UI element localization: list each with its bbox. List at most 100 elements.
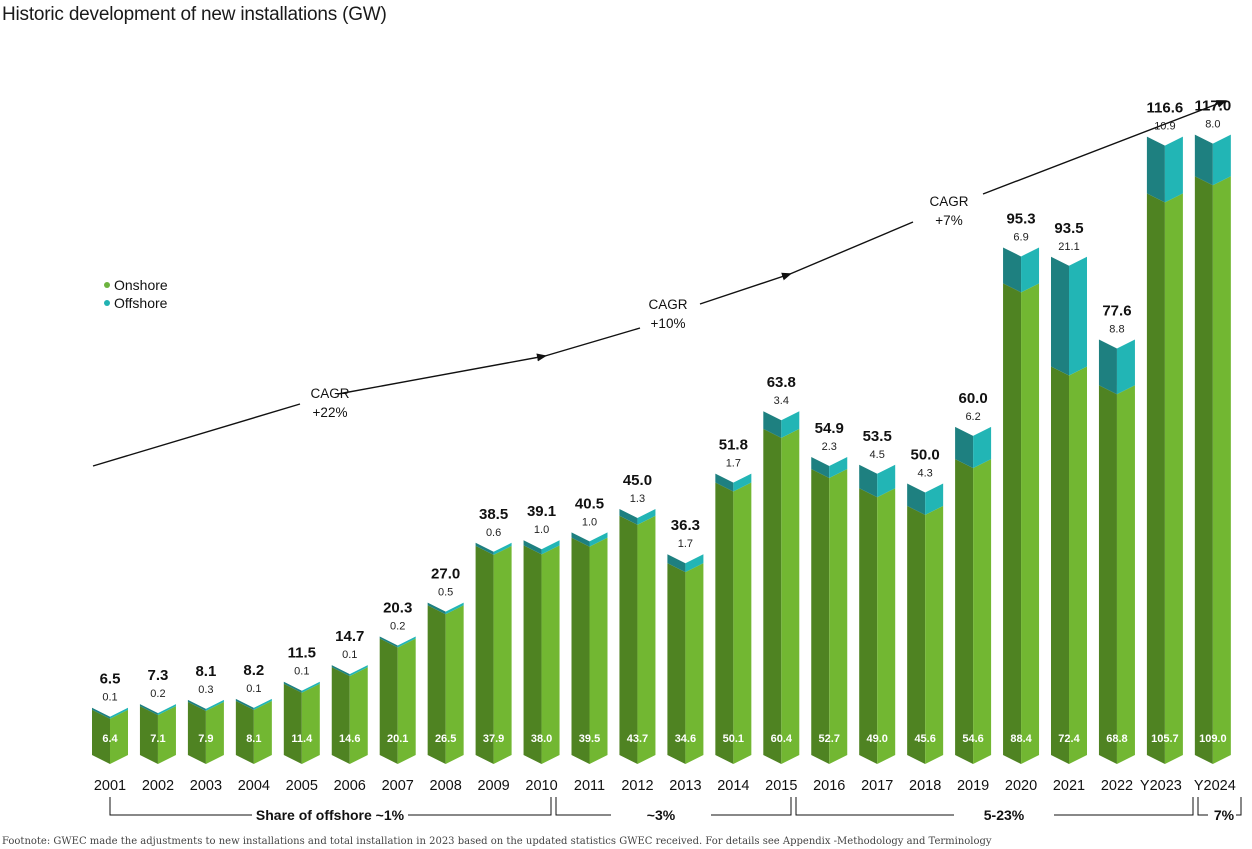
onshore-value-label: 8.1 [246, 733, 261, 745]
bar-group [427, 602, 464, 764]
offshore-bar-left [523, 540, 542, 555]
offshore-bar-right [1069, 256, 1087, 376]
total-value-label: 63.8 [767, 374, 796, 391]
bracket-left [1197, 797, 1208, 816]
onshore-value-label: 11.4 [291, 733, 313, 745]
offshore-bar-left [427, 602, 446, 615]
legend: Onshore Offshore [104, 276, 168, 312]
cagr-value-label: +7% [935, 213, 962, 228]
total-value-label: 6.5 [100, 671, 121, 688]
offshore-value-label: 6.2 [965, 411, 980, 423]
onshore-value-label: 38.0 [531, 733, 552, 745]
onshore-value-label: 34.6 [675, 733, 696, 745]
onshore-value-label: 50.1 [723, 733, 744, 745]
onshore-bar-left [235, 700, 254, 764]
onshore-value-label: 49.0 [866, 733, 887, 745]
onshore-bar-right [253, 700, 272, 764]
trend-arrow-segment [982, 100, 1227, 195]
offshore-bar-left [1194, 134, 1213, 186]
year-label: 2017 [861, 778, 893, 794]
onshore-bar-right [1164, 193, 1183, 765]
total-value-label: 14.7 [335, 628, 364, 645]
total-value-label: 38.5 [479, 506, 508, 523]
offshore-share-label: Share of offshore ~1% [256, 807, 405, 823]
trend-arrow-segment [699, 272, 792, 305]
offshore-value-label: 0.5 [438, 587, 453, 599]
onshore-bar-left [1146, 193, 1165, 765]
total-value-label: 117.0 [1194, 98, 1231, 115]
onshore-bar-right [637, 515, 656, 764]
offshore-bar-left [235, 698, 254, 710]
onshore-bar-left [619, 515, 638, 764]
onshore-value-label: 72.4 [1058, 733, 1080, 745]
onshore-value-label: 39.5 [579, 733, 600, 745]
onshore-value-label: 14.6 [339, 733, 360, 745]
onshore-value-label: 26.5 [435, 733, 456, 745]
year-label: 2002 [142, 778, 174, 794]
offshore-value-label: 4.5 [870, 449, 885, 461]
year-label: 2007 [382, 778, 414, 794]
offshore-value-label: 0.1 [294, 666, 309, 678]
offshore-value-label: 1.0 [582, 516, 597, 528]
offshore-value-label: 1.7 [678, 538, 693, 550]
onshore-bar-right [541, 545, 560, 764]
cagr-value-label: +10% [651, 316, 686, 331]
cagr-label: CAGR [648, 297, 687, 312]
offshore-value-label: 0.2 [390, 620, 405, 632]
offshore-bar-right [445, 602, 464, 615]
onshore-bar-right [397, 638, 416, 764]
total-value-label: 51.8 [719, 437, 748, 454]
offshore-value-label: 2.3 [822, 441, 837, 453]
year-label: 2012 [621, 778, 653, 794]
bar-group [907, 483, 944, 764]
onshore-bar-left [139, 706, 158, 764]
bars-layer [92, 134, 1231, 765]
total-value-label: 11.5 [288, 645, 316, 662]
trend-line-segment [92, 403, 301, 467]
offshore-bar-left [139, 704, 158, 716]
bar-group [571, 532, 608, 764]
onshore-dot-icon [104, 282, 110, 288]
bar-group [235, 698, 272, 764]
bar-group [379, 636, 416, 764]
offshore-value-label: 0.1 [342, 649, 357, 661]
offshore-share-brackets: Share of offshore ~1% ~3% 5-23% 7% [109, 797, 1242, 823]
year-label: 2001 [94, 778, 126, 794]
total-value-label: 8.2 [243, 662, 264, 679]
year-label: 2018 [909, 778, 941, 794]
onshore-value-label: 7.9 [198, 733, 213, 745]
onshore-bar-left [955, 459, 974, 764]
onshore-bar-right [685, 563, 704, 764]
offshore-bar-right [541, 540, 560, 555]
offshore-value-label: 0.3 [198, 684, 213, 696]
offshore-bar-left [955, 426, 974, 469]
bar-group [139, 704, 176, 764]
legend-label-onshore: Onshore [114, 277, 168, 293]
offshore-bar-left [1146, 136, 1165, 203]
onshore-bar-right [493, 545, 512, 764]
offshore-value-label: 0.2 [150, 688, 165, 700]
onshore-bar-right [1069, 366, 1087, 764]
offshore-bar-right [301, 681, 320, 693]
offshore-value-label: 3.4 [774, 395, 789, 407]
onshore-bar-left [187, 701, 206, 764]
offshore-value-label: 10.9 [1154, 121, 1175, 133]
offshore-bar-right [1212, 134, 1231, 186]
onshore-value-label: 54.6 [962, 733, 983, 745]
offshore-bar-left [379, 636, 398, 648]
year-label: 2009 [477, 778, 509, 794]
offshore-share-label: ~3% [647, 807, 676, 823]
bar-group [1146, 136, 1183, 765]
onshore-bar-right [829, 468, 848, 764]
bar-group [1003, 247, 1040, 764]
onshore-value-label: 45.6 [914, 733, 935, 745]
bar-group [811, 457, 848, 764]
offshore-value-label: 6.9 [1013, 231, 1028, 243]
x-axis-labels: 2001 2002 2003 2004 2005 2006 2007 2008 2009 2010… [94, 778, 1236, 794]
bar-group [667, 554, 704, 764]
bar-group [92, 707, 128, 764]
offshore-bar-right [925, 483, 944, 515]
bracket-left [795, 797, 954, 816]
year-label: 2016 [813, 778, 845, 794]
year-label: 2005 [286, 778, 318, 794]
